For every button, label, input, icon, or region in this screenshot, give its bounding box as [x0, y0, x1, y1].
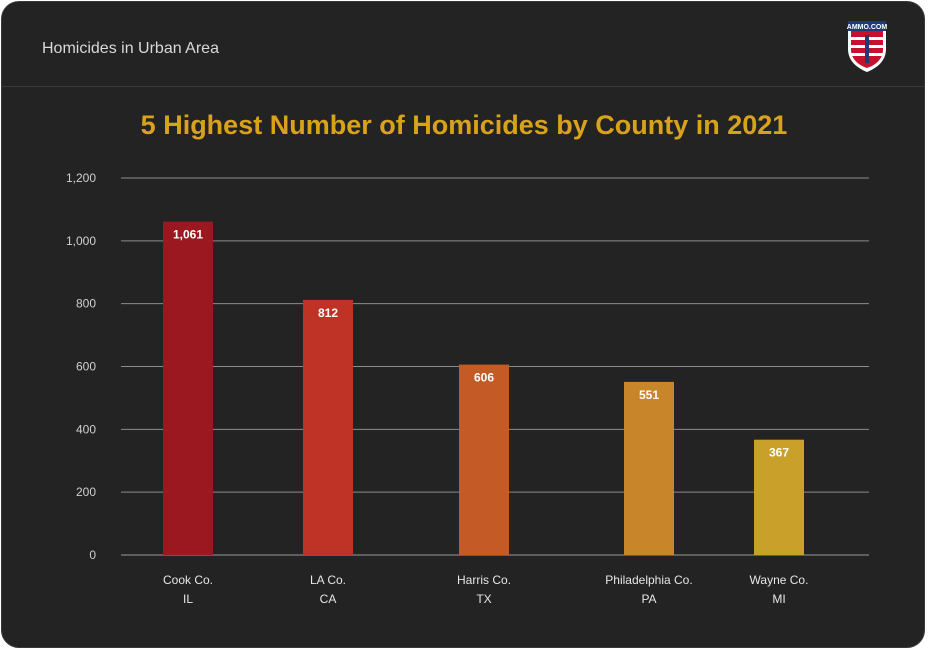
data-label: 812: [318, 306, 338, 320]
data-label: 551: [639, 388, 659, 402]
card-header-title: Homicides in Urban Area: [42, 40, 219, 57]
bar: [459, 364, 509, 555]
ammo-logo-icon: AMMO.COM: [847, 21, 888, 72]
x-tick-label: Harris Co.: [457, 573, 511, 587]
x-tick-label: Cook Co.: [163, 573, 213, 587]
data-label: 367: [769, 446, 789, 460]
y-tick-label: 0: [89, 548, 96, 562]
x-tick-label: LA Co.: [310, 573, 346, 587]
header-divider: [2, 86, 924, 87]
x-tick-label: PA: [641, 592, 656, 606]
x-tick-label: TX: [476, 592, 491, 606]
bar: [303, 299, 353, 555]
bar: [754, 439, 804, 555]
y-tick-label: 1,000: [66, 234, 96, 248]
y-tick-label: 1,200: [66, 171, 96, 185]
x-tick-label: IL: [183, 592, 193, 606]
data-label: 1,061: [173, 228, 203, 242]
chart-title: 5 Highest Number of Homicides by County …: [140, 110, 788, 140]
data-label: 606: [474, 371, 494, 385]
y-tick-label: 600: [76, 360, 96, 374]
x-tick-label: MI: [772, 592, 785, 606]
logo-text: AMMO.COM: [847, 24, 888, 31]
x-tick-label: Philadelphia Co.: [605, 573, 692, 587]
x-tick-label: CA: [320, 592, 337, 606]
bar: [624, 381, 674, 555]
y-tick-label: 800: [76, 297, 96, 311]
x-tick-label: Wayne Co.: [750, 573, 809, 587]
y-tick-label: 200: [76, 485, 96, 499]
y-tick-label: 400: [76, 422, 96, 436]
bar: [163, 221, 213, 555]
